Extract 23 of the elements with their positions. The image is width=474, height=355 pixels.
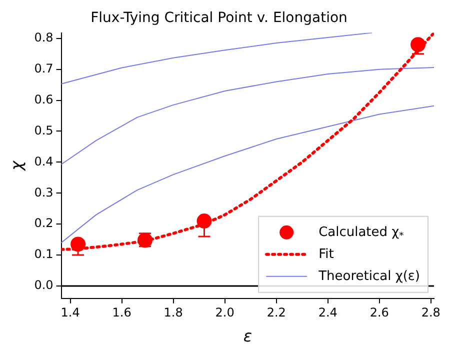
y-tick-label: 0.2 [34, 216, 54, 230]
x-axis-title: ε [243, 326, 252, 346]
y-tick-label: 0.7 [34, 61, 54, 76]
y-tick-label: 0.3 [34, 185, 54, 200]
x-tick-label: 1.6 [112, 306, 132, 320]
x-tick-label: 1.8 [164, 306, 183, 320]
legend-label: Calculated χ* [318, 224, 404, 242]
y-axis-title: χ [6, 160, 26, 172]
y-tick-label: 0.0 [34, 278, 54, 292]
x-tick-label: 2.4 [318, 306, 338, 320]
x-tick-label: 2.8 [421, 306, 440, 320]
y-tick-label: 0.6 [34, 92, 54, 106]
x-tick-label: 1.4 [60, 306, 80, 320]
y-tick-label: 0.1 [34, 247, 54, 262]
x-tick-label: 2.6 [370, 306, 389, 320]
y-tick-label: 0.4 [34, 154, 54, 168]
y-tick-label: 0.8 [34, 30, 54, 44]
x-tick-label: 2.2 [266, 306, 286, 320]
legend-label: Theoretical χ(ε) [318, 268, 420, 284]
x-tick-label: 2.0 [215, 306, 234, 320]
chart-title: Flux-Tying Critical Point v. Elongation [90, 10, 348, 26]
legend-label: Fit [318, 246, 334, 262]
y-tick-label: 0.5 [34, 123, 54, 138]
